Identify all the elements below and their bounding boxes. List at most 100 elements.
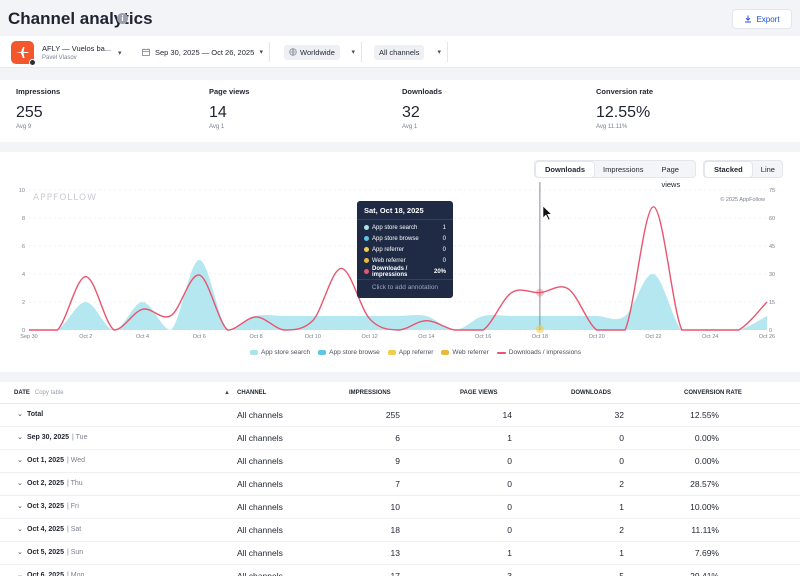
tooltip-row: App store search 1 <box>357 222 453 233</box>
series-dot-icon <box>364 269 369 274</box>
tooltip-row-value: 0 <box>442 235 446 242</box>
date-range-picker[interactable]: Sep 30, 2025 — Oct 26, 2025 ▾ <box>136 42 270 62</box>
tooltip-row-label: Web referrer <box>372 257 406 264</box>
kpi-panel: Impressions 255 Avg 9 Page views 14 Avg … <box>0 80 800 142</box>
mouse-cursor-icon <box>542 205 553 221</box>
table-row[interactable]: ⌄ Sep 30, 2025 | Tue All channels 6 1 0 0.00% <box>0 427 800 450</box>
column-header-conversion-rate[interactable]: CONVERSION RATE <box>684 390 742 396</box>
x-tick-label: Oct 14 <box>418 334 434 340</box>
series-area-0[interactable] <box>29 260 767 330</box>
cell-impressions: 255 <box>385 410 400 420</box>
y-right-tick-label: 30 <box>769 272 775 278</box>
table-row[interactable]: ⌄ Oct 2, 2025 | Thu All channels 7 0 2 28.57% <box>0 473 800 496</box>
chart-copyright: © 2025 AppFollow <box>720 196 765 203</box>
date-value: Oct 3, 2025 <box>27 503 64 510</box>
legend-item[interactable]: App store search <box>250 349 310 356</box>
date-header-label: DATE <box>14 390 30 396</box>
page-title: Channel analytics <box>8 9 153 28</box>
info-icon[interactable]: i <box>117 13 128 24</box>
table-row[interactable]: ⌄ Oct 3, 2025 | Fri All channels 10 0 1 10.00% <box>0 496 800 519</box>
tab-page-views[interactable]: Page views <box>661 164 681 189</box>
tooltip-row: App referrer 0 <box>357 244 453 255</box>
date-value: Oct 5, 2025 <box>27 549 64 556</box>
date-cell: Total <box>27 411 46 418</box>
copy-table-button[interactable]: Copy table <box>34 390 64 396</box>
x-tick-label: Oct 8 <box>249 334 262 340</box>
chart-tooltip: Sat, Oct 18, 2025 App store search 1 App s… <box>357 201 453 298</box>
tab-downloads[interactable]: Downloads <box>536 161 595 177</box>
cell-downloads: 2 <box>619 525 624 535</box>
legend-swatch <box>496 351 506 354</box>
legend-item[interactable]: Downloads / impressions <box>496 349 581 356</box>
kpi-label: Impressions <box>16 87 61 96</box>
cell-channel: All channels <box>237 410 283 420</box>
chart-card: Downloads Impressions Page views Stacked… <box>0 152 800 372</box>
column-header-impressions[interactable]: IMPRESSIONS <box>349 390 391 396</box>
cell-conversion: 29.41% <box>690 571 719 576</box>
kpi-value: 255 <box>16 104 43 121</box>
region-select[interactable]: Worldwide ▾ <box>278 42 362 62</box>
expand-row-icon[interactable]: ⌄ <box>17 503 23 510</box>
expand-row-icon[interactable]: ⌄ <box>17 549 23 556</box>
kpi-label: Downloads <box>402 87 443 96</box>
cell-impressions: 18 <box>390 525 400 535</box>
tab-impressions[interactable]: Impressions <box>603 164 644 174</box>
column-header-downloads[interactable]: DOWNLOADS <box>571 390 611 396</box>
cell-page-views: 3 <box>507 571 512 576</box>
date-value: Oct 4, 2025 <box>27 526 64 533</box>
add-annotation-button[interactable]: Click to add annotation <box>357 279 453 291</box>
kpi-impressions: Impressions 255 Avg 9 <box>16 87 60 130</box>
channel-select[interactable]: All channels ▾ <box>368 42 448 62</box>
series-dot-icon <box>364 258 369 263</box>
legend-label: App store search <box>261 349 311 356</box>
table-row[interactable]: ⌄ Oct 1, 2025 | Wed All channels 9 0 0 0.00% <box>0 450 800 473</box>
expand-row-icon[interactable]: ⌄ <box>17 411 23 418</box>
x-tick-label: Sep 30 <box>20 334 37 340</box>
column-header-page-views[interactable]: PAGE VIEWS <box>460 390 498 396</box>
y-left-tick-label: 6 <box>22 244 25 250</box>
y-left-tick-label: 10 <box>19 188 25 194</box>
legend-item[interactable]: App referrer <box>387 349 433 356</box>
cell-page-views: 0 <box>507 502 512 512</box>
export-button[interactable]: Export <box>732 9 792 29</box>
kpi-label: Conversion rate <box>596 87 654 96</box>
table-row[interactable]: ⌄ Oct 6, 2025 | Mon All channels 17 3 5 29.41% <box>0 565 800 576</box>
y-right-tick-label: 45 <box>769 244 775 250</box>
cell-channel: All channels <box>237 525 283 535</box>
x-tick-label: Oct 12 <box>362 334 378 340</box>
table-row[interactable]: ⌄ Oct 4, 2025 | Sat All channels 18 0 2 11.11% <box>0 519 800 542</box>
tab-line[interactable]: Line <box>760 164 775 174</box>
tooltip-row: Downloads / impressions 20% <box>357 266 453 278</box>
expand-row-icon[interactable]: ⌄ <box>17 457 23 464</box>
tab-stacked[interactable]: Stacked <box>705 161 752 177</box>
expand-row-icon[interactable]: ⌄ <box>17 434 23 441</box>
legend-item[interactable]: App store browse <box>318 349 380 356</box>
chart-legend: App store search App store browse App refe… <box>250 349 581 356</box>
expand-row-icon[interactable]: ⌄ <box>17 480 23 487</box>
x-tick-label: Oct 2 <box>79 334 92 340</box>
table-row-total[interactable]: ⌄ Total All channels 255 14 32 12.55% <box>0 404 800 427</box>
sort-asc-icon[interactable]: ▲ <box>224 390 230 396</box>
date-cell: Sep 30, 2025 | Tue <box>27 434 87 441</box>
expand-row-icon[interactable]: ⌄ <box>17 572 23 576</box>
y-right-tick-label: 15 <box>769 300 775 306</box>
table-row[interactable]: ⌄ Oct 5, 2025 | Sun All channels 13 1 1 7.69% <box>0 542 800 565</box>
date-cell: Oct 1, 2025 | Wed <box>27 457 85 464</box>
expand-row-icon[interactable]: ⌄ <box>17 526 23 533</box>
globe-icon <box>289 48 297 56</box>
export-label: Export <box>756 14 780 24</box>
kpi-avg: Avg 11.11% <box>596 124 628 130</box>
column-header-date[interactable]: DATE Copy table <box>14 390 64 396</box>
legend-item[interactable]: Web referrer <box>441 349 489 356</box>
cell-page-views: 0 <box>507 456 512 466</box>
weekday-label: | Thu <box>66 480 83 487</box>
app-selector[interactable]: AFLY — Vuelos ba... Pavel Vlasov ▾ <box>8 38 128 66</box>
cell-impressions: 9 <box>395 456 400 466</box>
x-tick-label: Oct 4 <box>136 334 149 340</box>
series-dot-icon <box>364 247 369 252</box>
series-line-4[interactable] <box>29 206 768 331</box>
column-header-channel[interactable]: CHANNEL <box>237 390 267 396</box>
chevron-down-icon: ▾ <box>351 49 355 56</box>
date-cell: Oct 3, 2025 | Fri <box>27 503 79 510</box>
